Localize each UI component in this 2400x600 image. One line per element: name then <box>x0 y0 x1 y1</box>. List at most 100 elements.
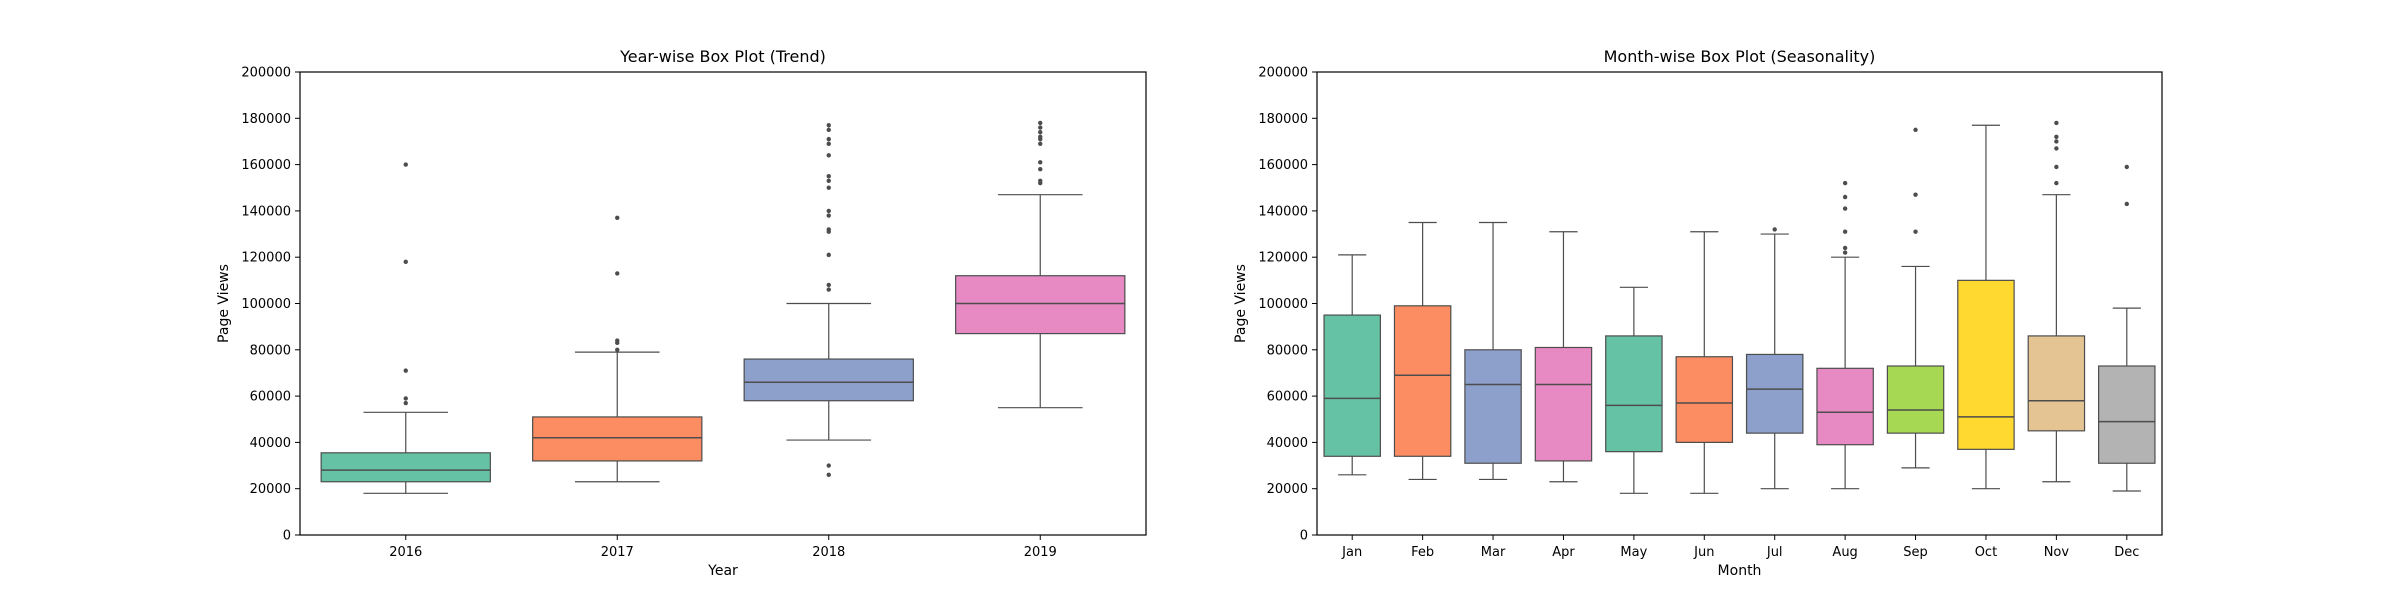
y-tick-label: 140000 <box>1258 204 1308 219</box>
x-axis-label: Month <box>1718 563 1762 579</box>
plot-frame <box>299 71 1147 536</box>
y-tick-label: 0 <box>1300 529 1308 544</box>
y-tick-label: 40000 <box>250 436 291 451</box>
iqr-box <box>1745 353 1804 434</box>
y-tick-label: 60000 <box>250 390 291 405</box>
box-Dec <box>2098 164 2156 492</box>
outlier-point <box>403 368 408 373</box>
outlier-point <box>826 287 831 292</box>
chart-title: Year-wise Box Plot (Trend) <box>619 47 826 66</box>
outlier-point <box>826 141 831 146</box>
outlier-point <box>2054 139 2059 144</box>
y-tick-label: 180000 <box>1258 112 1308 127</box>
box-2018 <box>743 123 914 478</box>
outlier-point <box>826 227 831 232</box>
outlier-point <box>1842 245 1848 251</box>
box-Jan <box>1323 254 1381 476</box>
box-Oct <box>1957 124 2015 490</box>
outlier-point <box>1772 227 1777 232</box>
outlier-point <box>1913 192 1918 197</box>
y-tick-label: 20000 <box>250 482 291 497</box>
outlier-point <box>2054 180 2059 186</box>
box-Aug <box>1816 180 1874 490</box>
iqr-box <box>1393 305 1452 457</box>
iqr-box <box>532 416 703 462</box>
x-tick-label: Jun <box>1693 545 1714 560</box>
outlier-point <box>1038 167 1043 172</box>
y-tick-label: 160000 <box>1258 158 1308 173</box>
outlier-point <box>1038 125 1043 130</box>
outlier-point <box>403 259 408 265</box>
iqr-box <box>955 275 1126 335</box>
outlier-point <box>826 463 831 468</box>
outlier-point <box>826 173 831 179</box>
outlier-point <box>403 396 408 401</box>
box-Mar <box>1464 221 1522 481</box>
outlier-point <box>1038 134 1043 140</box>
x-tick-label: Aug <box>1832 545 1857 560</box>
outlier-point <box>2124 164 2129 170</box>
y-tick-label: 20000 <box>1267 482 1308 497</box>
y-tick-label: 60000 <box>1267 390 1308 405</box>
outlier-point <box>1038 120 1043 126</box>
x-tick-label: Feb <box>1411 545 1434 560</box>
iqr-box <box>1464 349 1522 464</box>
outlier-point <box>826 252 831 258</box>
outlier-point <box>826 123 831 128</box>
outlier-point <box>826 208 831 214</box>
outlier-point <box>1842 194 1848 200</box>
x-tick-label: Oct <box>1975 545 1997 560</box>
x-tick-label: 2017 <box>601 545 634 560</box>
y-tick-label: 100000 <box>241 297 291 312</box>
y-tick-label: 100000 <box>1258 297 1308 312</box>
y-axis-label: Page Views <box>1233 264 1249 343</box>
box-2019 <box>955 120 1126 409</box>
x-tick-label: Jul <box>1766 545 1783 560</box>
iqr-box <box>1957 279 2015 450</box>
x-tick-label: Mar <box>1481 545 1506 560</box>
y-tick-label: 200000 <box>241 66 291 81</box>
outlier-point <box>826 282 831 288</box>
outlier-point <box>1842 229 1848 234</box>
y-tick-label: 140000 <box>241 204 291 219</box>
outlier-point <box>1038 141 1043 146</box>
outlier-point <box>826 153 831 158</box>
y-tick-label: 0 <box>283 529 291 544</box>
y-tick-label: 200000 <box>1258 66 1308 81</box>
iqr-box <box>743 358 914 402</box>
y-tick-label: 80000 <box>250 343 291 358</box>
box-Feb <box>1393 221 1452 481</box>
iqr-box <box>1816 367 1874 446</box>
outlier-point <box>2054 164 2059 170</box>
y-tick-label: 40000 <box>1267 436 1308 451</box>
outlier-point <box>826 472 831 478</box>
outlier-point <box>2054 134 2059 140</box>
iqr-box <box>1886 365 1945 434</box>
outlier-point <box>1038 178 1043 184</box>
x-tick-label: 2016 <box>389 545 422 560</box>
iqr-box <box>2027 335 2086 432</box>
x-tick-label: Dec <box>2114 545 2139 560</box>
outlier-point <box>826 136 831 142</box>
outlier-point <box>2054 120 2059 126</box>
outlier-point <box>1913 229 1918 234</box>
month-wise-box-plot: Month-wise Box Plot (Seasonality) Month … <box>1233 47 2163 579</box>
box-Sep <box>1886 127 1945 469</box>
outlier-point <box>826 178 831 184</box>
box-Jun <box>1675 231 1734 494</box>
x-tick-label: Sep <box>1903 545 1928 560</box>
outlier-point <box>403 400 408 406</box>
x-tick-label: Nov <box>2044 545 2070 560</box>
outlier-point <box>826 213 831 218</box>
chart-title: Month-wise Box Plot (Seasonality) <box>1604 47 1876 66</box>
x-tick-label: Apr <box>1552 545 1575 560</box>
iqr-box <box>1534 346 1593 462</box>
iqr-box <box>1605 335 1663 453</box>
box-Jul <box>1745 227 1804 490</box>
box-May <box>1605 286 1663 494</box>
box-Nov <box>2027 120 2086 483</box>
x-axis-label: Year <box>707 563 738 579</box>
box-Apr <box>1534 231 1593 483</box>
outlier-point <box>826 127 831 133</box>
